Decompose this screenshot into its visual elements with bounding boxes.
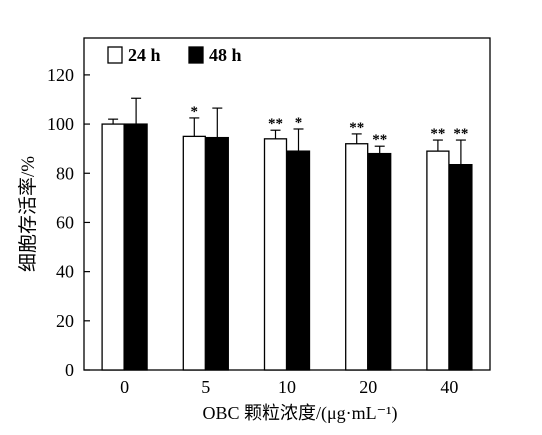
significance-mark: **: [349, 120, 364, 136]
significance-mark: **: [453, 126, 468, 142]
x-axis: 0 5 10 20 40: [120, 364, 458, 397]
bars: *** ** ***** **: [101, 97, 473, 371]
bar: [286, 150, 311, 371]
bar: [368, 152, 392, 371]
y-tick-label: 120: [47, 65, 74, 85]
legend-label: 24 h: [128, 45, 161, 65]
bar: [101, 123, 125, 371]
legend-swatch: [107, 46, 123, 64]
y-tick-label: 100: [47, 114, 74, 134]
legend: 24 h 48 h: [107, 45, 242, 65]
x-tick-label: 40: [440, 377, 458, 397]
significance-mark: **: [372, 132, 387, 148]
legend-label: 48 h: [209, 45, 242, 65]
bar: [426, 150, 450, 371]
x-tick-label: 5: [201, 377, 210, 397]
y-tick-label: 20: [56, 311, 74, 331]
y-tick-label: 0: [65, 360, 74, 380]
y-tick-label: 40: [56, 262, 74, 282]
bar: [263, 138, 288, 371]
y-axis-label: 细胞存活率/%: [17, 156, 39, 272]
significance-mark: **: [430, 126, 445, 142]
significance-mark: *: [295, 115, 303, 131]
legend-swatch: [188, 46, 204, 64]
y-tick-label: 80: [56, 163, 74, 183]
x-tick-label: 20: [359, 377, 377, 397]
bar: [124, 123, 148, 371]
bar: [182, 135, 206, 371]
bar: [205, 136, 229, 371]
x-tick-label: 0: [120, 377, 129, 397]
y-tick-label: 60: [56, 212, 74, 232]
x-tick-label: 10: [278, 377, 296, 397]
significance-mark: *: [191, 104, 199, 120]
significance-mark: **: [268, 116, 283, 132]
y-axis: 0 20 40 60 80 100 120: [47, 65, 90, 380]
x-axis-label: OBC 颗粒浓度/(μg·mL⁻¹): [202, 403, 397, 424]
bar: [449, 164, 473, 371]
bar: [345, 143, 369, 371]
